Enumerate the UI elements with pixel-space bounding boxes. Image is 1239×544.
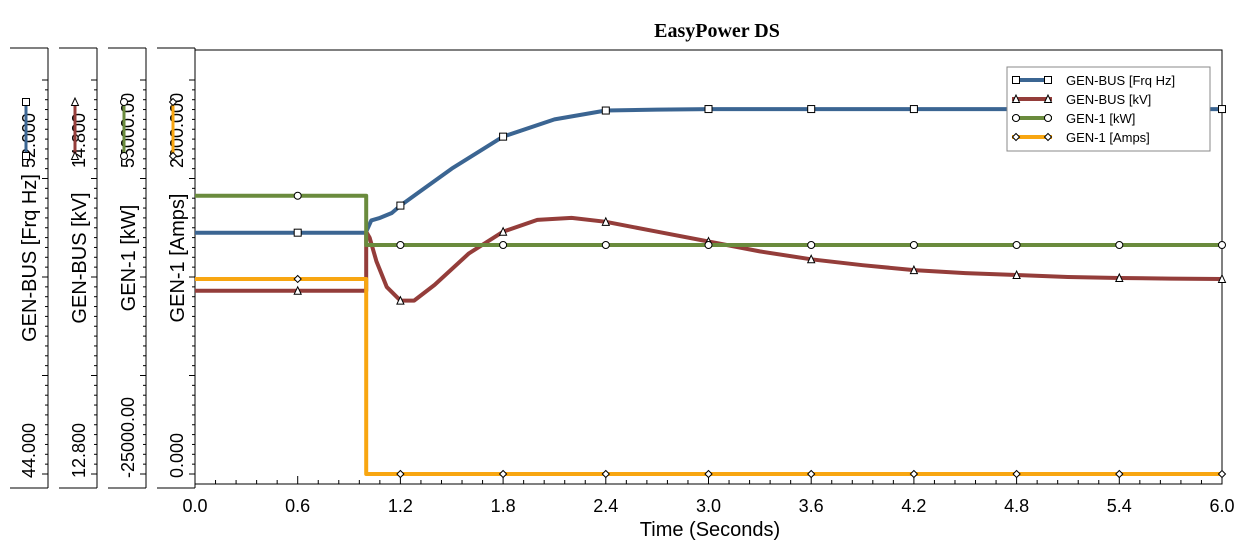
data-point — [396, 240, 405, 249]
data-point — [293, 228, 302, 237]
legend-marker — [1011, 93, 1021, 103]
series-line — [195, 215, 1223, 303]
y-axis-marker-top — [70, 96, 80, 106]
data-point — [806, 469, 816, 479]
series-4 — [195, 274, 1227, 479]
y-axis-marker-bottom — [22, 152, 30, 160]
y-axis-marker-top — [22, 98, 30, 106]
data-point — [1012, 469, 1021, 479]
series-3 — [195, 191, 1226, 249]
data-point — [704, 240, 713, 249]
x-tick-label: 1.8 — [491, 496, 516, 516]
legend-marker — [1044, 76, 1052, 84]
x-axis: 0.0 0.6 1.2 1.8 2.4 3.0 3.6 4.2 4.8 5.4 6.0 — [182, 476, 1235, 516]
data-point — [1115, 469, 1124, 479]
x-tick-label: 1.2 — [388, 496, 413, 516]
series-line — [195, 277, 1222, 476]
y-axis-title: GEN-BUS [kV] — [69, 192, 91, 323]
data-point — [293, 274, 302, 284]
legend-marker — [1043, 93, 1053, 103]
data-point — [704, 105, 713, 114]
data-point — [1217, 273, 1227, 283]
y-axis-marker-bottom — [168, 151, 178, 161]
data-point — [293, 285, 302, 295]
data-point — [1218, 105, 1226, 114]
data-point — [1012, 269, 1021, 280]
data-point — [909, 105, 918, 114]
y-axis-title: GEN-1 [kW] — [118, 205, 140, 312]
legend: GEN-BUS [Frq Hz] GEN-BUS [kV] GEN-1 [kW] GE… — [1006, 66, 1211, 152]
data-point — [1012, 240, 1021, 249]
y-axis-min-label: -25000.00 — [118, 397, 138, 478]
data-point — [1218, 240, 1226, 249]
x-tick-label: 4.8 — [1004, 496, 1029, 516]
data-point — [909, 264, 919, 275]
chart-title: EasyPower DS — [654, 20, 780, 42]
legend-marker — [1011, 132, 1021, 142]
data-point — [806, 254, 816, 264]
x-tick-label: 5.4 — [1107, 496, 1132, 516]
y-axis-title: GEN-BUS [Frq Hz] — [19, 174, 41, 342]
legend-label: GEN-BUS [Frq Hz] — [1066, 73, 1175, 88]
y-axis-title: GEN-1 [Amps] — [167, 194, 189, 323]
data-point — [396, 469, 405, 479]
legend-label: GEN-1 [kW] — [1066, 111, 1135, 126]
data-point — [807, 105, 816, 114]
data-point — [1217, 469, 1227, 479]
data-point — [293, 191, 302, 200]
series-line — [195, 193, 1222, 247]
series-2 — [195, 215, 1227, 305]
x-tick-label: 2.4 — [593, 496, 618, 516]
y-axis-marker-top — [120, 98, 128, 106]
x-tick-label: 3.0 — [696, 496, 721, 516]
data-point — [704, 469, 713, 479]
data-point — [1115, 272, 1124, 282]
data-point — [909, 469, 919, 479]
legend-marker — [1012, 114, 1020, 122]
series-group — [195, 105, 1227, 479]
data-point — [499, 132, 508, 141]
data-point — [601, 106, 610, 115]
y-axis-min-label: 12.800 — [69, 423, 89, 478]
data-point — [499, 240, 508, 249]
x-tick-label: 4.2 — [901, 496, 926, 516]
y-axis-min-label: 44.000 — [19, 423, 39, 478]
y-axis-marker-top — [168, 97, 178, 107]
x-tick-label: 0.6 — [285, 496, 310, 516]
legend-label: GEN-1 [Amps] — [1066, 130, 1150, 145]
x-tick-label: 3.6 — [799, 496, 824, 516]
data-point — [601, 216, 611, 226]
x-axis-title: Time (Seconds) — [640, 519, 780, 541]
data-point — [396, 201, 405, 210]
x-tick-label: 6.0 — [1209, 496, 1234, 516]
data-point — [396, 295, 405, 305]
legend-marker — [1044, 114, 1052, 122]
data-point — [601, 469, 611, 479]
x-tick-label: 0.0 — [182, 496, 207, 516]
data-point — [498, 469, 508, 479]
y-axis-min-label: 0.000 — [167, 433, 187, 478]
data-point — [601, 240, 610, 249]
data-point — [498, 226, 508, 236]
y-axis-marker-bottom — [120, 152, 128, 160]
data-point — [1115, 240, 1124, 249]
legend-label: GEN-BUS [kV] — [1066, 92, 1151, 107]
data-point — [807, 240, 816, 249]
legend-marker — [1012, 76, 1020, 84]
legend-marker — [1043, 132, 1053, 142]
y-axis-marker-bottom — [70, 150, 80, 160]
data-point — [909, 240, 918, 249]
